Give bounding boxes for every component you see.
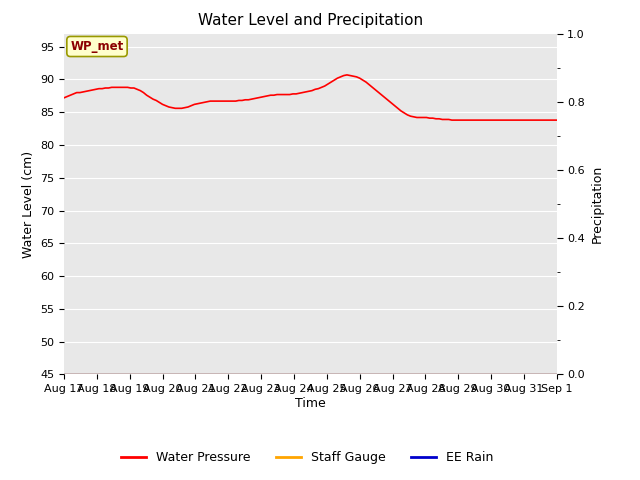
Y-axis label: Water Level (cm): Water Level (cm) [22,150,35,258]
Y-axis label: Precipitation: Precipitation [591,165,604,243]
X-axis label: Time: Time [295,397,326,410]
Text: WP_met: WP_met [70,40,124,53]
Title: Water Level and Precipitation: Water Level and Precipitation [198,13,423,28]
Legend: Water Pressure, Staff Gauge, EE Rain: Water Pressure, Staff Gauge, EE Rain [116,446,498,469]
